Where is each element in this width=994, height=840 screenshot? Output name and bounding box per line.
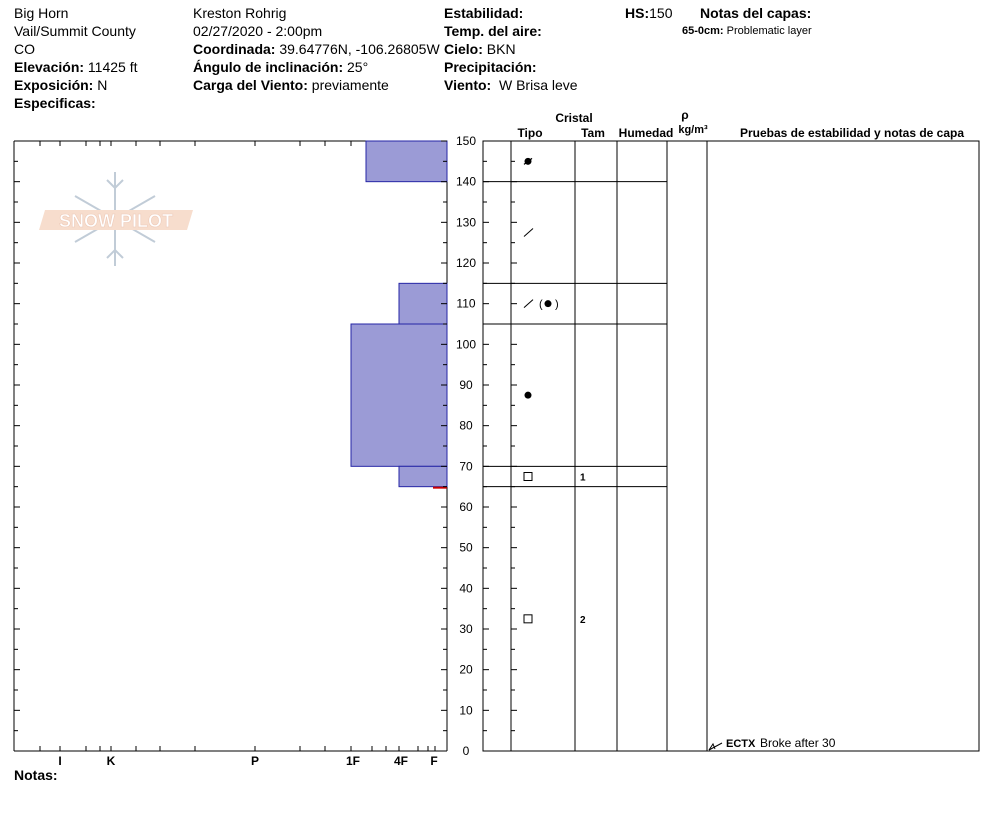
elevation-label: Elevación: — [14, 59, 85, 75]
specifics-label: Especificas: — [14, 95, 96, 111]
depth-label-20: 20 — [459, 663, 473, 677]
depth-label-0: 0 — [463, 744, 470, 758]
sky-label: Cielo: — [444, 41, 483, 57]
depth-label-40: 40 — [459, 581, 473, 595]
aspect-value: N — [97, 77, 108, 93]
table-border — [482, 140, 980, 752]
column-header-moisture: Humedad — [619, 126, 674, 140]
depth-label-80: 80 — [459, 419, 473, 433]
sky-value: BKN — [486, 41, 516, 57]
layer-notes-label: Notas del capas: — [700, 5, 812, 21]
slope-value: 25° — [347, 59, 369, 75]
paren-open: ( — [539, 299, 543, 311]
aspect: Exposición: N — [14, 76, 137, 94]
faceted-square — [523, 614, 533, 624]
elevation-value: 11425 ft — [87, 59, 138, 75]
layer-note: 65-0cm: Problematic layer — [682, 22, 812, 40]
depth-label-100: 100 — [456, 337, 476, 351]
hardness-label-k: K — [107, 754, 116, 768]
depth-label-120: 120 — [456, 256, 476, 270]
precip-label: Precipitación: — [444, 59, 537, 75]
depth-label-10: 10 — [459, 703, 473, 717]
crystal-faceted-icon — [523, 614, 533, 624]
datetime: 02/27/2020 - 2:00pm — [193, 23, 323, 39]
hardness-label-f: F — [430, 754, 437, 768]
depth-label-130: 130 — [456, 215, 476, 229]
aspect-label: Exposición: — [14, 77, 94, 93]
region: Vail/Summit County — [14, 23, 136, 39]
column-header-density_unit: kg/m³ — [678, 124, 708, 136]
wind: Viento: W Brisa leve — [444, 76, 578, 94]
wind-value: W Brisa leve — [498, 77, 578, 93]
crystal-decomposing-rounded-icon: () — [523, 299, 559, 311]
column-header-crystal: Cristal — [555, 111, 592, 125]
snow-layer-2 — [398, 282, 448, 325]
column-header-type: Tipo — [517, 126, 542, 140]
stability-label: Estabilidad: — [444, 5, 524, 21]
test-code: ECTX — [726, 738, 756, 750]
snow-layer-4 — [398, 465, 448, 488]
depth-label-90: 90 — [459, 378, 473, 392]
coordinates: Coordinada: 39.64776N, -106.26805W — [193, 40, 440, 58]
wind-load-value: previamente — [311, 77, 389, 93]
observer: Kreston Rohrig — [193, 5, 287, 21]
rounded-dot — [524, 391, 532, 399]
test-arrow-head — [708, 742, 716, 751]
depth-label-50: 50 — [459, 541, 473, 555]
depth-label-30: 30 — [459, 622, 473, 636]
depth-label-140: 140 — [456, 175, 476, 189]
crystal-size: 1 — [580, 473, 586, 484]
location-block: Big Horn Vail/Summit County CO Elevación… — [14, 4, 137, 112]
location-name: Big Horn — [14, 5, 69, 21]
observer-block: Kreston Rohrig 02/27/2020 - 2:00pm Coord… — [193, 4, 440, 94]
crystal-melt-freeze-icon — [523, 157, 533, 165]
melt-freeze-slash — [523, 157, 533, 165]
column-header-rho: ρ — [681, 108, 688, 122]
decomposing-slash — [523, 228, 534, 237]
hs-value: 150 — [649, 5, 673, 21]
coords-label: Coordinada: — [193, 41, 276, 57]
depth-label-60: 60 — [459, 500, 473, 514]
wind-label: Viento: — [444, 77, 492, 93]
test-pointer-line — [708, 742, 723, 751]
depth-label-110: 110 — [456, 297, 475, 311]
rounded-dot — [544, 300, 552, 308]
state: CO — [14, 41, 35, 57]
layer-note-range: 65-0cm: — [682, 25, 724, 37]
sky: Cielo: BKN — [444, 40, 578, 58]
wind-load-label: Carga del Viento: — [193, 77, 308, 93]
coords-value: 39.64776N, -106.26805W — [279, 41, 440, 57]
snow-layer-0 — [365, 140, 448, 183]
snowpilot-watermark: SNOW PILOT — [39, 172, 193, 266]
crystal-decomposing-icon — [523, 228, 534, 237]
elevation: Elevación: 11425 ft — [14, 58, 137, 76]
air-temp-label: Temp. del aire: — [444, 23, 542, 39]
column-header-tests: Pruebas de estabilidad y notas de capa — [740, 126, 964, 140]
snow-layer-3 — [350, 323, 448, 467]
hs-block: HS:150 — [625, 4, 672, 22]
column-header-size: Tam — [581, 126, 605, 140]
test-note: Broke after 30 — [760, 736, 836, 750]
decomposing-slash — [523, 299, 534, 309]
paren-close: ) — [555, 299, 559, 311]
hardness-label-i: I — [58, 754, 61, 768]
hs-label: HS: — [625, 5, 650, 21]
hardness-label-4f: 4F — [394, 754, 408, 768]
wind-load: Carga del Viento: previamente — [193, 76, 440, 94]
hardness-label-p: P — [251, 754, 259, 768]
slope-label: Ángulo de inclinación: — [193, 59, 344, 75]
crystal-faceted-icon — [523, 472, 533, 481]
notes-label: Notas: — [14, 767, 58, 783]
depth-label-150: 150 — [456, 134, 476, 148]
hardness-label-1f: 1F — [346, 754, 360, 768]
faceted-square — [523, 472, 533, 481]
crystal-rounded-icon — [524, 391, 532, 399]
depth-label-70: 70 — [459, 459, 473, 473]
layer-note-text: Problematic layer — [726, 25, 812, 37]
watermark-text: SNOW PILOT — [59, 211, 173, 231]
crystal-size: 2 — [580, 615, 586, 626]
conditions-block: Estabilidad: Temp. del aire: Cielo: BKN … — [444, 4, 578, 94]
slope: Ángulo de inclinación: 25° — [193, 58, 440, 76]
